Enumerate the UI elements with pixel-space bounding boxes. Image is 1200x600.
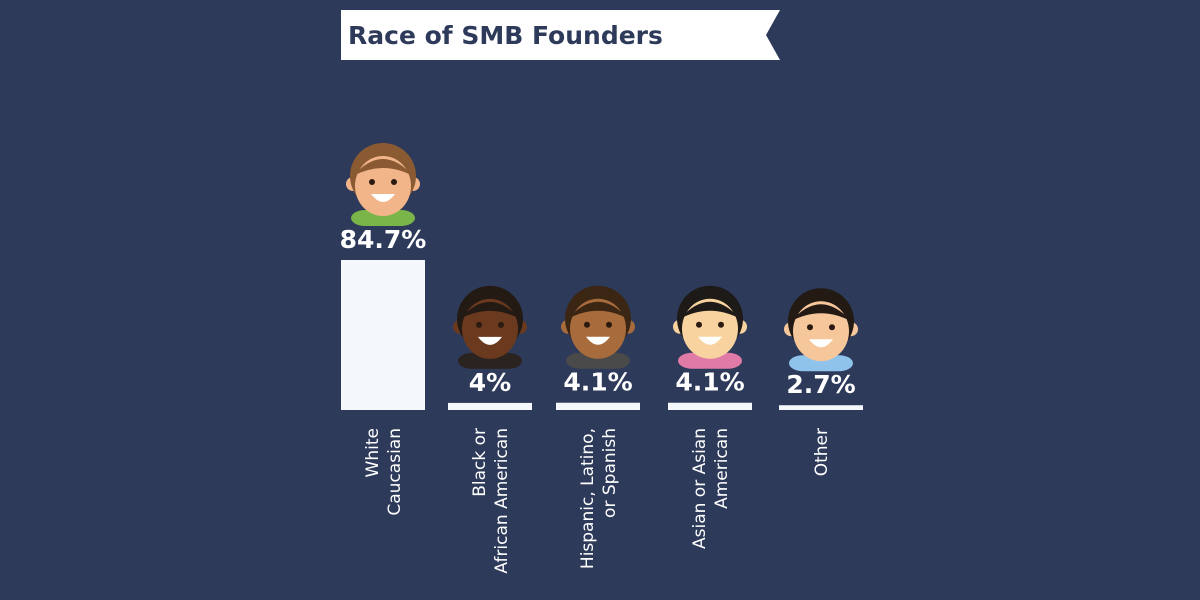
bar (556, 402, 640, 410)
avatar-eye (584, 321, 590, 328)
value-label: 4.1% (675, 368, 744, 397)
avatar-face (793, 301, 849, 362)
avatar-shirt (566, 352, 630, 369)
avatar-eye (829, 324, 835, 331)
avatar (784, 288, 858, 372)
avatar-smile (371, 194, 395, 202)
avatar-smile (586, 336, 610, 345)
avatar-eye (807, 324, 813, 331)
x-tick-label: Caucasian (385, 428, 405, 516)
bar (448, 402, 532, 410)
avatar (673, 285, 747, 369)
x-tick-label: Other (812, 428, 832, 476)
avatar-fringe (791, 304, 851, 322)
x-tick-label: or Spanish (600, 428, 620, 518)
avatar-smile (698, 336, 722, 345)
x-tick-label: Asian or Asian (690, 428, 710, 549)
bar (668, 402, 752, 410)
x-tick-label: American (712, 428, 732, 509)
avatar-smile (478, 336, 502, 345)
avatar (346, 143, 420, 226)
avatar-smile (809, 339, 833, 348)
avatar-shirt (351, 210, 415, 226)
avatar (561, 285, 635, 369)
avatar-fringe (680, 301, 740, 319)
value-label: 4.1% (563, 368, 632, 397)
title-banner (341, 10, 780, 60)
avatar-shirt (789, 355, 853, 372)
value-label: 4% (469, 368, 511, 397)
x-tick-label: Hispanic, Latino, (578, 428, 598, 569)
avatar-eye (606, 321, 612, 328)
value-label: 2.7% (786, 370, 855, 399)
bar (341, 260, 425, 410)
chart-title: Race of SMB Founders (348, 21, 663, 50)
avatar-face (355, 156, 411, 216)
bar (779, 405, 863, 410)
value-label: 84.7% (340, 225, 427, 254)
avatar-shirt (678, 352, 742, 369)
avatar-eye (476, 321, 482, 328)
avatar-eye (696, 321, 702, 328)
x-tick-label: White (363, 428, 383, 477)
avatar-fringe (353, 159, 413, 176)
avatar-eye (718, 321, 724, 328)
avatar-eye (498, 321, 504, 328)
avatar-shirt (458, 352, 522, 369)
avatar-fringe (568, 301, 628, 319)
avatar-eye (391, 179, 397, 185)
avatar-fringe (460, 301, 520, 319)
avatar-eye (369, 179, 375, 185)
avatar-face (570, 298, 626, 359)
x-tick-label: Black or (470, 428, 490, 497)
avatar-face (682, 298, 738, 359)
avatar (453, 285, 527, 369)
avatar-face (462, 298, 518, 359)
x-tick-label: African American (492, 428, 512, 574)
